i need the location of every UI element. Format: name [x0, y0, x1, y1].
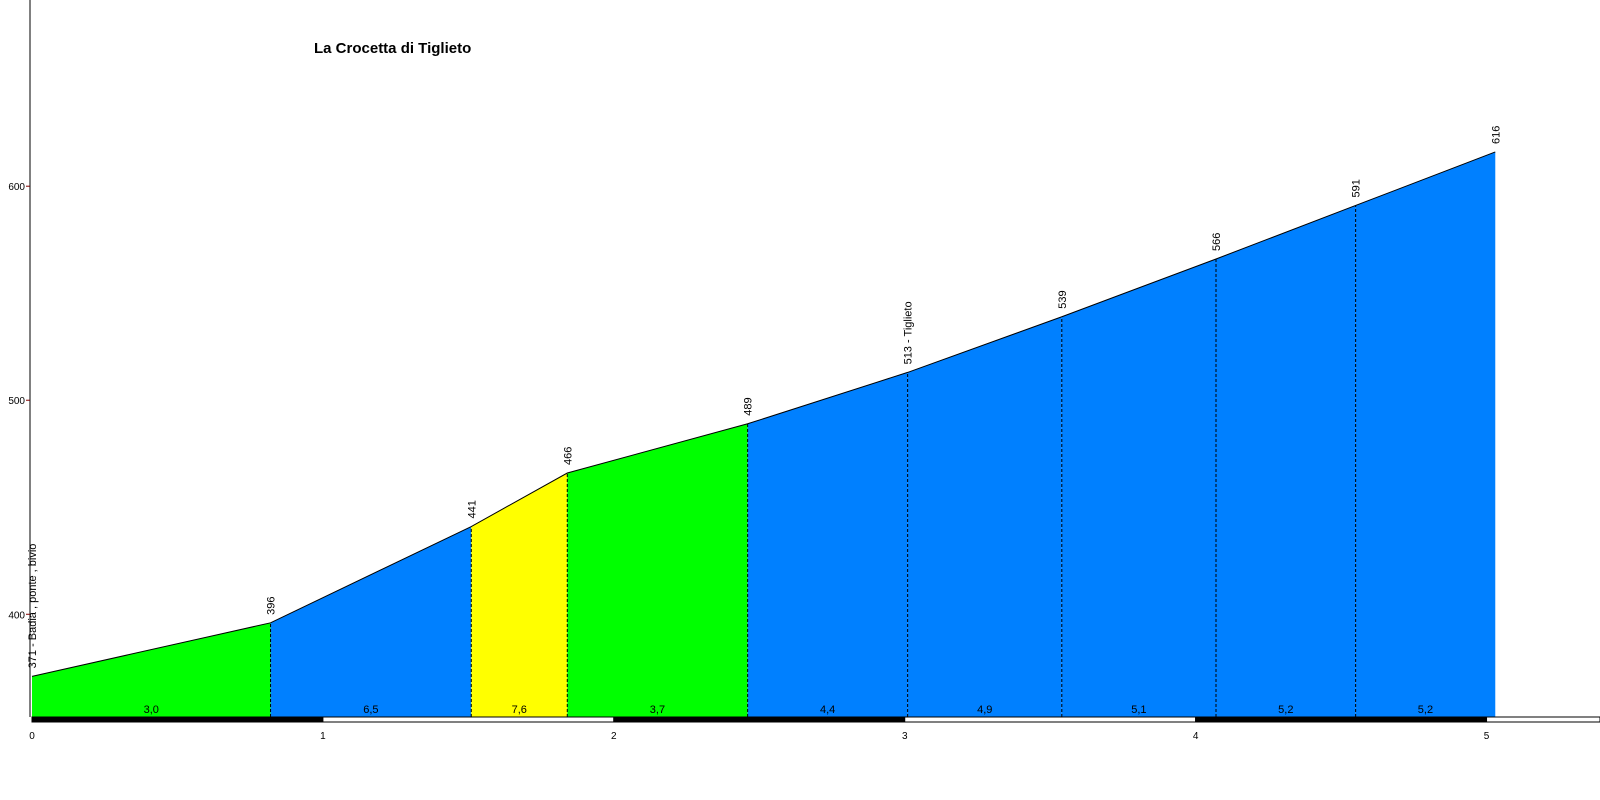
- elevation-label: 616: [1490, 126, 1502, 144]
- chart-title: La Crocetta di Tiglieto: [314, 40, 471, 57]
- elevation-label: 566: [1211, 233, 1223, 251]
- gradient-label: 5,2: [1278, 704, 1293, 716]
- x-axis-band: [613, 716, 906, 723]
- elevation-label: 466: [562, 447, 574, 465]
- gradient-label: 5,1: [1131, 704, 1146, 716]
- segment: [1061, 258, 1216, 717]
- elevation-label: 591: [1351, 179, 1363, 197]
- elevation-label: 489: [743, 397, 755, 415]
- segment: [747, 372, 908, 717]
- segment: [471, 473, 568, 717]
- x-axis-band: [1486, 716, 1600, 723]
- x-axis-band: [1195, 716, 1488, 723]
- elevation-label: 371 - Badia , ponte , bivio: [27, 544, 39, 669]
- x-tick-label: 2: [611, 731, 617, 742]
- segment: [1216, 205, 1356, 717]
- elevation-label: 539: [1057, 290, 1069, 308]
- gradient-label: 5,2: [1418, 704, 1433, 716]
- x-axis-band: [31, 716, 324, 723]
- gradient-label: 6,5: [363, 704, 378, 716]
- y-tick-label: 600: [8, 182, 25, 193]
- x-tick-label: 0: [29, 731, 35, 742]
- x-tick-label: 1: [320, 731, 326, 742]
- x-tick-label: 5: [1484, 731, 1490, 742]
- y-tick-label: 400: [8, 610, 25, 621]
- segment: [32, 622, 271, 717]
- x-tick-label: 3: [902, 731, 908, 742]
- gradient-label: 7,6: [512, 704, 527, 716]
- x-axis-band: [322, 716, 615, 723]
- y-tick-label: 500: [8, 396, 25, 407]
- gradient-label: 3,7: [650, 704, 665, 716]
- profile-line: [31, 151, 1496, 677]
- gradient-label: 4,4: [820, 704, 835, 716]
- x-tick-label: 4: [1193, 731, 1199, 742]
- elevation-label: 396: [266, 596, 278, 614]
- x-axis-band: [904, 716, 1197, 723]
- segment: [1355, 151, 1496, 718]
- elevation-label: 513 - Tiglieto: [903, 301, 915, 364]
- elevation-label: 441: [466, 500, 478, 518]
- segment: [270, 526, 472, 717]
- gradient-label: 4,9: [977, 704, 992, 716]
- segment: [567, 423, 748, 717]
- segment: [907, 316, 1062, 717]
- gradient-label: 3,0: [144, 704, 159, 716]
